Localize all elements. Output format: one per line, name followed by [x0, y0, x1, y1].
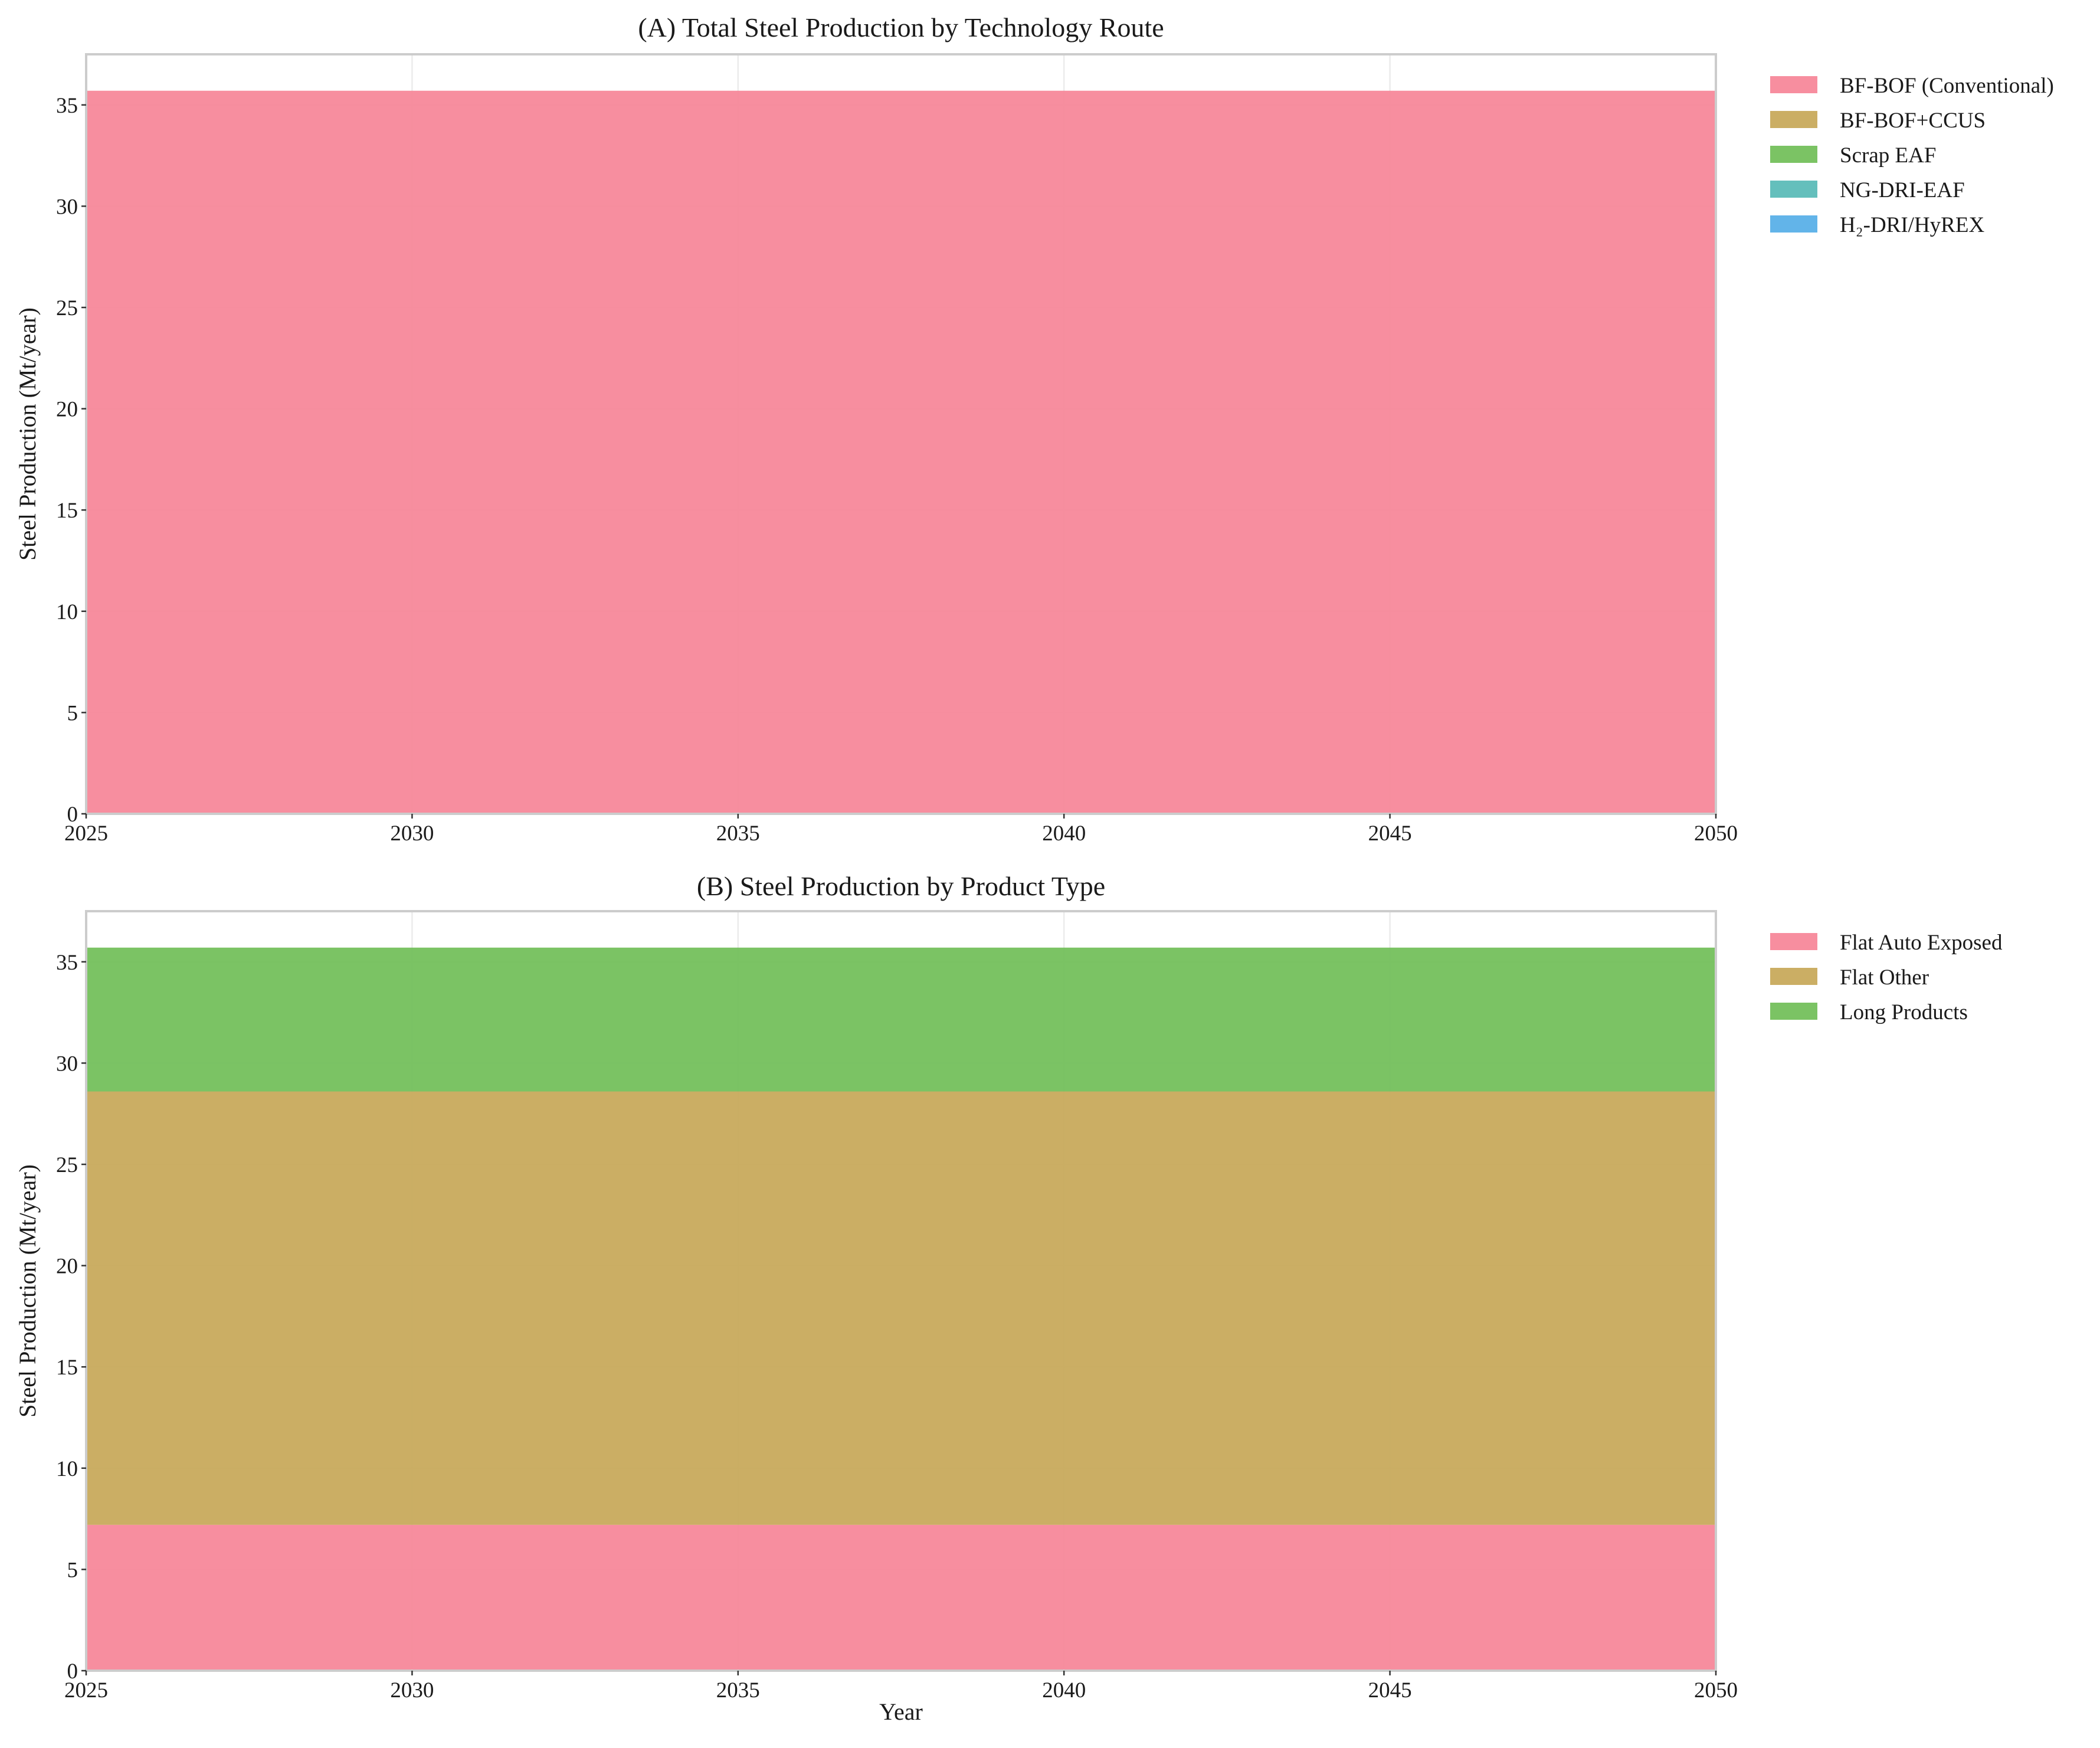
x-tick-label: 2050 [1694, 1678, 1738, 1703]
chart-panel-0: 2025 2030 2035 2040 2045 205005101520253035(A… [14, 12, 2054, 846]
x-tick-label: 2045 [1368, 1678, 1412, 1703]
area-series-1 [86, 1091, 1716, 1525]
y-tick-label: 0 [67, 803, 78, 827]
legend: Flat Auto Exposed Flat Other Long Products [1770, 931, 2003, 1024]
x-tick-label: 2035 [716, 1678, 760, 1703]
y-tick-label: 5 [67, 1558, 78, 1582]
legend-swatch-1 [1770, 111, 1817, 128]
y-tick-label: 10 [56, 600, 78, 624]
plot-frame [85, 910, 1717, 1672]
legend-label-1: BF-BOF+CCUS [1840, 109, 1986, 133]
y-axis-label: Steel Production (Mt/year) [14, 307, 41, 561]
y-tick-label: 15 [56, 1356, 78, 1380]
legend-swatch-0 [1770, 933, 1817, 950]
y-tick-label: 15 [56, 499, 78, 523]
legend-swatch-1 [1770, 968, 1817, 985]
legend: BF-BOF (Conventional) BF-BOF+CCUS Scrap EA… [1770, 74, 2054, 237]
x-tick-label: 2045 [1368, 821, 1412, 846]
chart-title: (A) Total Steel Production by Technology… [638, 12, 1164, 42]
x-axis-label: Year [879, 1698, 923, 1725]
legend-label-1: Flat Other [1840, 965, 1929, 990]
y-tick-label: 25 [56, 296, 78, 320]
y-tick-label: 35 [56, 951, 78, 975]
legend-swatch-0 [1770, 76, 1817, 93]
x-tick-label: 2025 [64, 1678, 108, 1703]
x-tick-label: 2050 [1694, 821, 1738, 846]
y-tick-label: 35 [56, 94, 78, 118]
area-series-0 [86, 1524, 1716, 1671]
y-tick-label: 20 [56, 1255, 78, 1279]
legend-label-0: Flat Auto Exposed [1840, 931, 2003, 955]
y-tick-label: 20 [56, 398, 78, 422]
legend-swatch-4 [1770, 215, 1817, 233]
chart-title: (B) Steel Production by Product Type [697, 871, 1105, 901]
legend-label-4: H₂-DRI/HyREX [1840, 213, 1984, 237]
y-tick-label: 30 [56, 195, 78, 219]
y-axis-label: Steel Production (Mt/year) [14, 1164, 41, 1418]
x-tick-label: 2040 [1042, 1678, 1086, 1703]
legend-swatch-2 [1770, 146, 1817, 163]
x-tick-label: 2025 [64, 821, 108, 846]
legend-swatch-2 [1770, 1003, 1817, 1020]
y-tick-label: 0 [67, 1659, 78, 1684]
legend-label-0: BF-BOF (Conventional) [1840, 74, 2054, 98]
y-tick-label: 10 [56, 1457, 78, 1481]
plot-frame [85, 53, 1717, 815]
area-series-2 [86, 947, 1716, 1092]
x-tick-label: 2030 [390, 821, 434, 846]
x-tick-label: 2030 [390, 1678, 434, 1703]
x-tick-label: 2035 [716, 821, 760, 846]
legend-label-2: Long Products [1840, 1000, 1968, 1024]
area-series-0 [86, 90, 1716, 814]
legend-label-3: NG-DRI-EAF [1840, 178, 1965, 202]
legend-label-2: Scrap EAF [1840, 143, 1936, 168]
y-tick-label: 5 [67, 701, 78, 725]
chart-panel-1: 2025 2030 2035 2040 2045 205005101520253035(B… [14, 871, 2003, 1725]
x-tick-label: 2040 [1042, 821, 1086, 846]
y-tick-label: 25 [56, 1153, 78, 1177]
y-tick-label: 30 [56, 1052, 78, 1076]
legend-swatch-3 [1770, 181, 1817, 198]
